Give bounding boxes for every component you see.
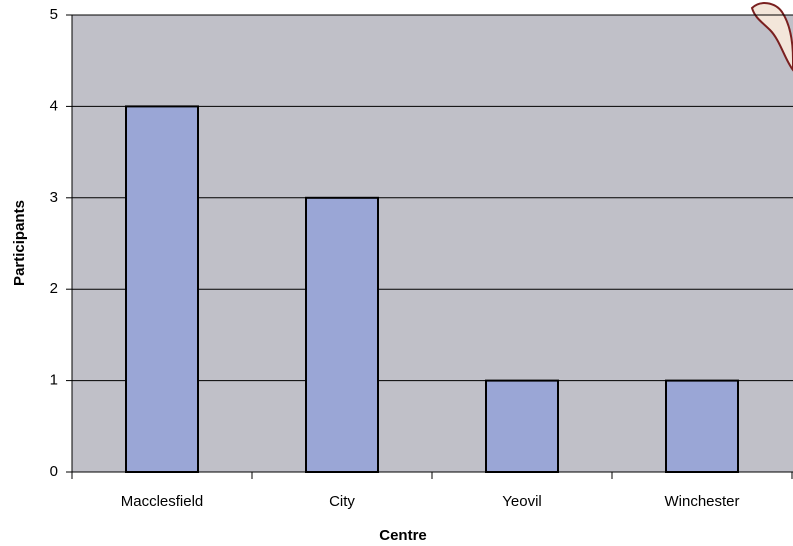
y-tick-label: 1 [50,372,58,389]
y-tick-label: 2 [50,280,58,297]
bar [665,379,739,474]
x-tick-label: Yeovil [502,493,541,510]
x-axis-title: Centre [379,527,427,544]
x-tick-label: Winchester [664,493,739,510]
decoration [750,2,793,72]
x-tick-label: City [329,493,355,510]
bar [485,379,559,474]
bar [125,105,199,474]
y-tick-label: 0 [50,463,58,480]
bar [305,196,379,474]
y-axis-title: Participants [11,200,28,286]
y-tick-label: 4 [50,97,58,114]
x-tick-label: Macclesfield [121,493,204,510]
y-tick-label: 5 [50,6,58,23]
y-tick-label: 3 [50,189,58,206]
